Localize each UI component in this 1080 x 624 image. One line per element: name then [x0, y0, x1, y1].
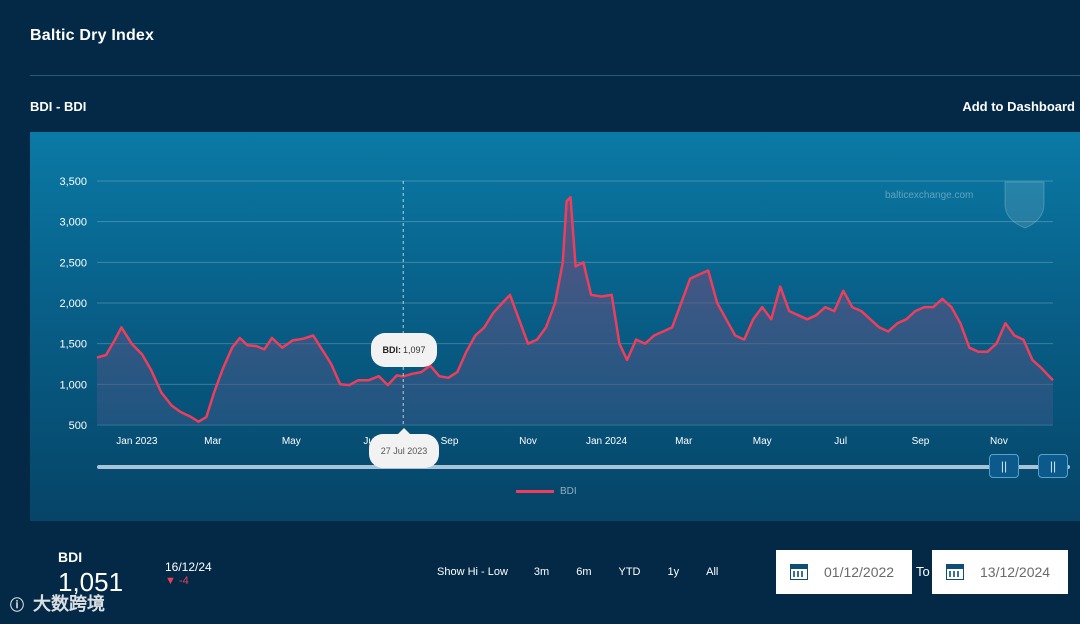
date-to-label: To: [916, 564, 930, 579]
range-3m[interactable]: 3m: [533, 566, 550, 578]
legend-label: BDI: [560, 486, 577, 497]
y-tick-label: 3,000: [59, 217, 87, 229]
bdi-chart: 500 1,000 1,500 2,000 2,500 3,000 3,500 Jan 202…: [59, 176, 1070, 469]
x-tick-label: Sep: [912, 436, 930, 447]
summary-date: 16/12/24: [165, 560, 212, 574]
date-from-value: 01/12/2022: [824, 564, 895, 580]
x-tick-label: Jan 2024: [586, 436, 628, 447]
y-tick-label: 3,500: [59, 176, 87, 188]
tooltip-label: BDI:: [382, 345, 401, 355]
summary-label: BDI: [58, 549, 83, 565]
x-tick-label: Mar: [675, 436, 693, 447]
range-ytd[interactable]: YTD: [618, 566, 641, 578]
chart-panel: 500 1,000 1,500 2,000 2,500 3,000 3,500 Jan 202…: [30, 132, 1080, 521]
range-selector: Show Hi - Low 3m 6m YTD 1y All: [437, 566, 718, 578]
date-to-field[interactable]: 13/12/2024: [932, 550, 1068, 594]
chart-tooltip: BDI: 1,097: [371, 333, 437, 367]
summary-change: ▼ -4: [165, 575, 189, 587]
brand-watermark-text: 大数跨境: [33, 594, 106, 614]
brand-logo-icon: ⓘ: [10, 597, 24, 613]
x-tick-label: May: [753, 436, 772, 447]
y-tick-label: 2,500: [59, 257, 87, 269]
range-1y[interactable]: 1y: [667, 566, 680, 578]
range-handle-right[interactable]: ||: [1038, 454, 1068, 478]
calendar-icon[interactable]: [946, 564, 964, 580]
y-tick-label: 2,000: [59, 298, 87, 310]
x-tick-label: Mar: [204, 436, 222, 447]
y-tick-label: 500: [69, 420, 87, 432]
x-tick-label: Nov: [990, 436, 1008, 447]
range-handle-left[interactable]: ||: [989, 454, 1019, 478]
date-to-value: 13/12/2024: [980, 564, 1051, 580]
x-tick-label: Jan 2023: [116, 436, 158, 447]
y-tick-label: 1,000: [59, 379, 87, 391]
x-tick-label: Jul: [834, 436, 847, 447]
calendar-icon[interactable]: [790, 564, 808, 580]
series-line-bdi: [96, 196, 1054, 423]
legend-swatch: [516, 490, 554, 493]
page-title: Baltic Dry Index: [30, 27, 155, 44]
divider: [30, 75, 1080, 76]
tooltip-value: 1,097: [402, 345, 426, 355]
chart-legend[interactable]: BDI: [516, 486, 577, 497]
range-all[interactable]: All: [706, 566, 719, 578]
brand-watermark: ⓘ 大数跨境: [10, 590, 105, 616]
range-6m[interactable]: 6m: [576, 566, 592, 578]
add-to-dashboard-link[interactable]: Add to Dashboard: [962, 99, 1075, 114]
navigator-track: [97, 465, 1070, 469]
crosshair-date: 27 Jul 2023: [369, 428, 439, 468]
change-value: -4: [178, 575, 189, 587]
summary-value: 1,051: [58, 567, 124, 597]
date-from-field[interactable]: 01/12/2022: [776, 550, 912, 594]
x-tick-label: May: [282, 436, 301, 447]
series-area-bdi: [97, 197, 1053, 425]
x-tick-label: Nov: [519, 436, 537, 447]
x-tick-label: Sep: [441, 436, 459, 447]
watermark-text: balticexchange.com: [885, 190, 974, 201]
baltic-shield-icon: [1004, 181, 1045, 229]
y-tick-label: 1,500: [59, 339, 87, 351]
triangle-down-icon: ▼: [165, 575, 176, 587]
index-subtitle: BDI - BDI: [30, 99, 87, 114]
range-show-hi-low[interactable]: Show Hi - Low: [437, 566, 508, 578]
